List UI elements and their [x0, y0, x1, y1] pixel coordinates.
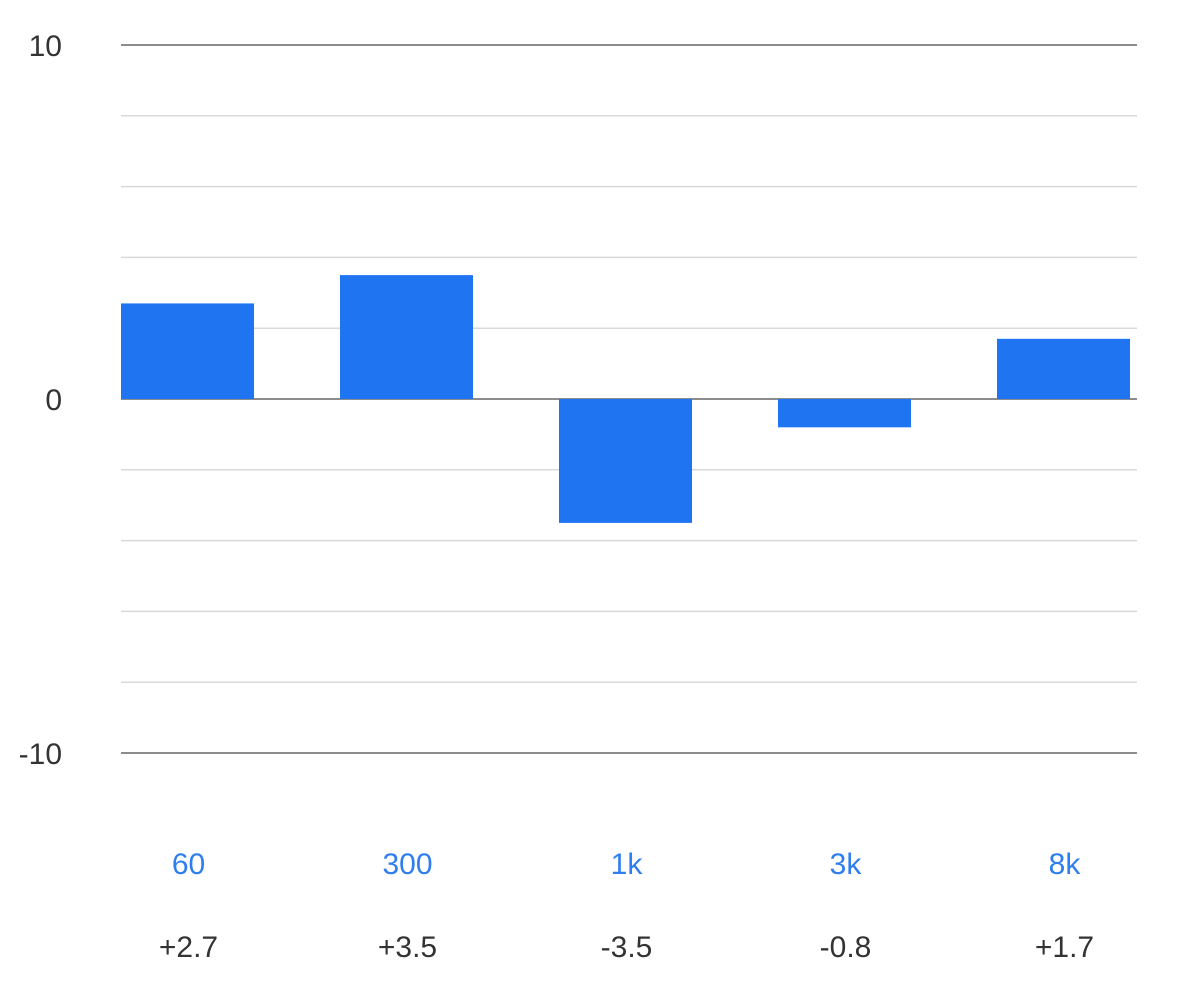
bar-1k	[559, 399, 692, 523]
value-label-60: +2.7	[159, 931, 218, 964]
bar-60	[121, 303, 254, 399]
category-label-60[interactable]: 60	[172, 848, 205, 881]
category-label-8k[interactable]: 8k	[1049, 848, 1082, 881]
value-label-300: +3.5	[378, 931, 437, 964]
x-axis-labels: 60 +2.7 300 +3.5 1k -3.5 3k -0.8 8k +1.7	[159, 848, 1094, 964]
y-tick-label: 0	[45, 384, 62, 417]
category-label-3k[interactable]: 3k	[830, 848, 863, 881]
y-tick-label: -10	[19, 738, 62, 771]
bar-300	[340, 275, 473, 399]
y-tick-label: 10	[29, 30, 62, 63]
y-axis: 10 0 -10	[19, 30, 62, 771]
value-label-1k: -3.5	[601, 931, 653, 964]
bars	[121, 275, 1130, 523]
value-label-3k: -0.8	[820, 931, 872, 964]
bar-3k	[778, 399, 911, 428]
value-label-8k: +1.7	[1035, 931, 1094, 964]
bar-8k	[997, 338, 1130, 399]
category-label-300[interactable]: 300	[382, 848, 432, 881]
category-label-1k[interactable]: 1k	[611, 848, 644, 881]
